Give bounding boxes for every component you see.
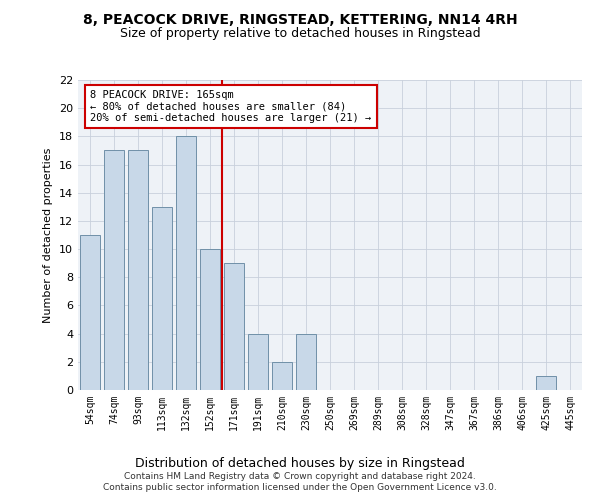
Bar bbox=[152, 207, 172, 390]
Bar bbox=[248, 334, 268, 390]
Y-axis label: Number of detached properties: Number of detached properties bbox=[43, 148, 53, 322]
Bar bbox=[296, 334, 316, 390]
Text: Distribution of detached houses by size in Ringstead: Distribution of detached houses by size … bbox=[135, 458, 465, 470]
Bar bbox=[272, 362, 292, 390]
Bar bbox=[224, 263, 244, 390]
Bar bbox=[176, 136, 196, 390]
Text: 8 PEACOCK DRIVE: 165sqm
← 80% of detached houses are smaller (84)
20% of semi-de: 8 PEACOCK DRIVE: 165sqm ← 80% of detache… bbox=[91, 90, 372, 123]
Bar bbox=[536, 376, 556, 390]
Text: 8, PEACOCK DRIVE, RINGSTEAD, KETTERING, NN14 4RH: 8, PEACOCK DRIVE, RINGSTEAD, KETTERING, … bbox=[83, 12, 517, 26]
Bar bbox=[80, 235, 100, 390]
Text: Size of property relative to detached houses in Ringstead: Size of property relative to detached ho… bbox=[119, 28, 481, 40]
Text: Contains public sector information licensed under the Open Government Licence v3: Contains public sector information licen… bbox=[103, 484, 497, 492]
Text: Contains HM Land Registry data © Crown copyright and database right 2024.: Contains HM Land Registry data © Crown c… bbox=[124, 472, 476, 481]
Bar bbox=[128, 150, 148, 390]
Bar bbox=[200, 249, 220, 390]
Bar bbox=[104, 150, 124, 390]
